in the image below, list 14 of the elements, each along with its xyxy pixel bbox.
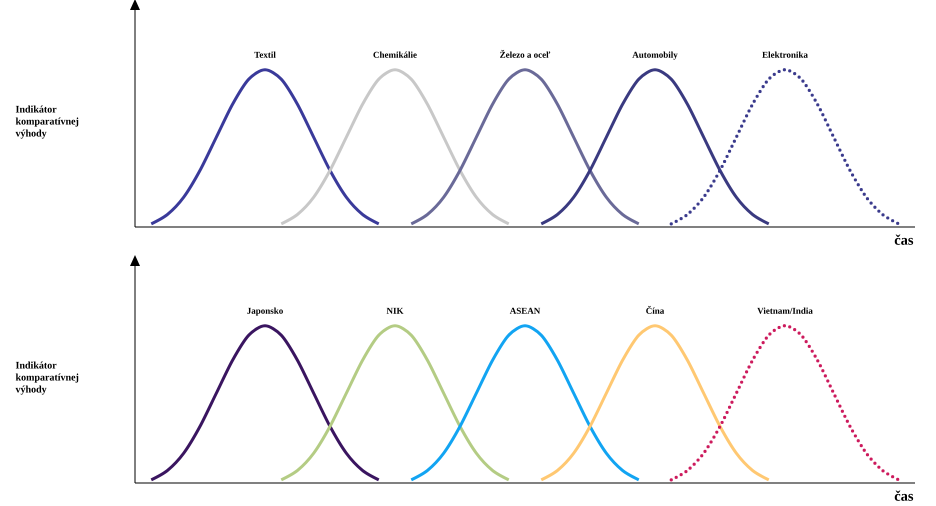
series-label: Železo a oceľ bbox=[500, 50, 550, 58]
series-label: Chemikálie bbox=[373, 51, 417, 58]
series-label: Automobily bbox=[632, 52, 678, 60]
series-label: Japonsko bbox=[247, 308, 283, 316]
series-label: Čína bbox=[646, 306, 664, 314]
y-axis-title: Indikátor komparatívnej výhody bbox=[16, 106, 78, 139]
x-axis-title: čas bbox=[894, 490, 914, 501]
series-label: Vietnam/India bbox=[757, 308, 813, 314]
series-label: Elektronika bbox=[762, 52, 808, 58]
series-label: Textil bbox=[254, 52, 276, 58]
series-label: NIK bbox=[386, 308, 404, 314]
series-label: ASEAN bbox=[510, 308, 540, 314]
y-axis-title: Indikátor komparatívnej výhody bbox=[16, 362, 78, 395]
x-axis-title: čas bbox=[894, 234, 914, 245]
